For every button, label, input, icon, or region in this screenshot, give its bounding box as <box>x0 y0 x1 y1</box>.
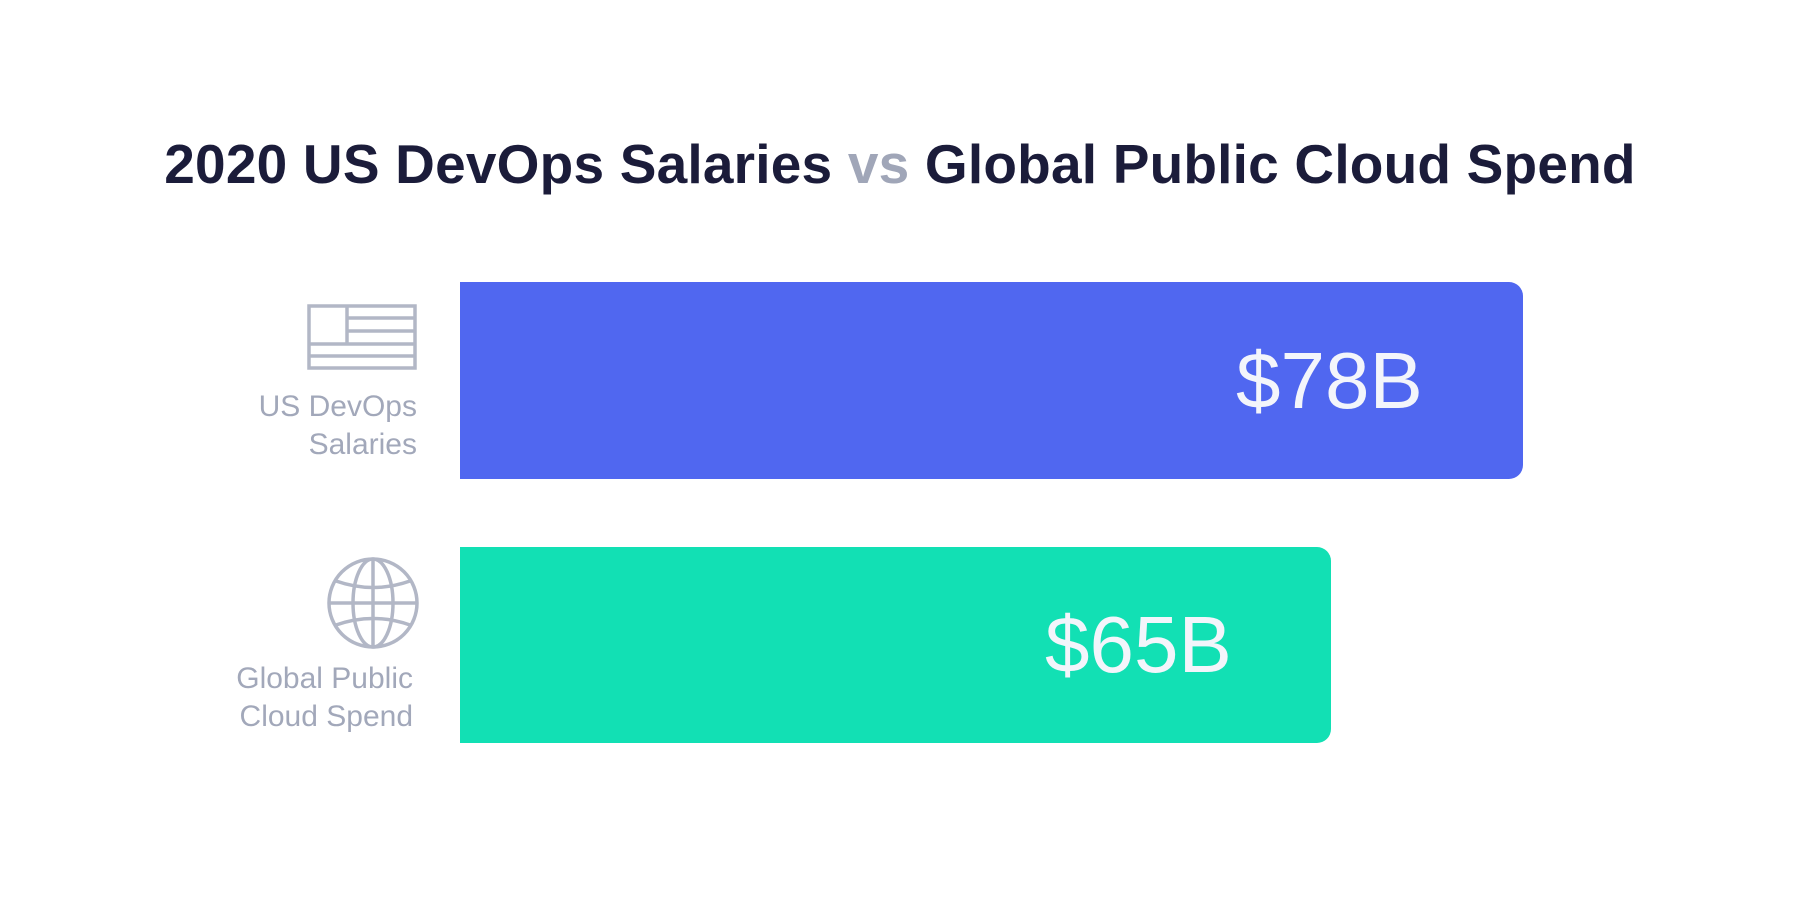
value-label: $65B <box>1045 600 1232 689</box>
label-line-1: US DevOps <box>258 390 417 423</box>
us-flag-icon <box>307 304 417 370</box>
label-line-2: Cloud Spend <box>239 700 413 733</box>
bar-us-devops-salaries: $78B <box>460 282 1523 479</box>
bar-global-public-cloud-spend: $65B <box>460 547 1331 743</box>
title-part-2: Global Public Cloud Spend <box>924 133 1636 195</box>
chart-title: 2020 US DevOps Salaries vs Global Public… <box>0 132 1800 196</box>
value-label: $78B <box>1236 335 1423 425</box>
globe-icon <box>327 557 419 649</box>
category-label-global-cloud: Global Public Cloud Spend <box>113 660 413 736</box>
category-label-us-devops: US DevOps Salaries <box>117 388 417 464</box>
label-line-1: Global Public <box>236 662 413 695</box>
title-vs: vs <box>847 133 910 195</box>
label-line-2: Salaries <box>308 428 417 461</box>
title-part-1: 2020 US DevOps Salaries <box>164 133 833 195</box>
